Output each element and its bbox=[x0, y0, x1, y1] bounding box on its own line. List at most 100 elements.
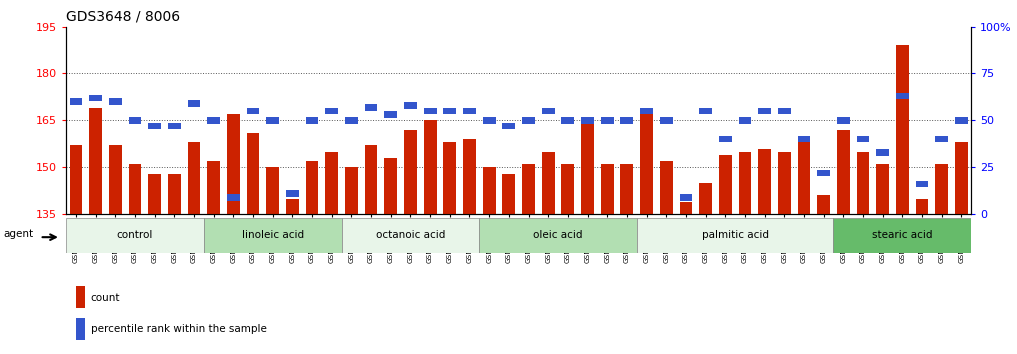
Bar bbox=[89, 108, 102, 214]
Bar bbox=[640, 108, 653, 114]
Bar bbox=[207, 161, 220, 214]
Bar bbox=[306, 117, 318, 124]
Bar bbox=[955, 142, 968, 214]
Bar bbox=[365, 104, 377, 110]
Bar bbox=[837, 117, 850, 124]
Bar bbox=[660, 117, 672, 124]
Bar bbox=[266, 167, 279, 214]
Bar bbox=[955, 117, 968, 124]
Bar bbox=[76, 318, 85, 340]
Bar bbox=[325, 152, 338, 214]
Bar bbox=[187, 100, 200, 107]
Text: stearic acid: stearic acid bbox=[873, 230, 933, 240]
Bar bbox=[640, 108, 653, 214]
Bar bbox=[896, 93, 909, 99]
Bar bbox=[168, 173, 181, 214]
Bar bbox=[128, 164, 141, 214]
Bar bbox=[561, 164, 575, 214]
Bar bbox=[679, 194, 693, 201]
Bar bbox=[424, 120, 436, 214]
Text: control: control bbox=[117, 230, 154, 240]
Bar bbox=[738, 152, 752, 214]
Bar bbox=[342, 218, 479, 253]
Bar bbox=[856, 136, 870, 142]
Bar bbox=[266, 117, 279, 124]
Bar bbox=[247, 133, 259, 214]
Bar bbox=[660, 161, 672, 214]
Bar bbox=[384, 112, 398, 118]
Text: palmitic acid: palmitic acid bbox=[702, 230, 769, 240]
Bar bbox=[109, 145, 122, 214]
Bar bbox=[286, 190, 299, 197]
Bar bbox=[463, 108, 476, 114]
Bar bbox=[109, 98, 122, 105]
Bar bbox=[759, 108, 771, 114]
Bar bbox=[207, 117, 220, 124]
Bar bbox=[561, 117, 575, 124]
Bar bbox=[463, 139, 476, 214]
Bar bbox=[679, 202, 693, 214]
Bar bbox=[837, 130, 850, 214]
Bar bbox=[856, 152, 870, 214]
Bar bbox=[542, 108, 554, 114]
Bar bbox=[89, 95, 102, 101]
Text: percentile rank within the sample: percentile rank within the sample bbox=[91, 324, 266, 335]
Bar bbox=[601, 164, 613, 214]
Bar bbox=[915, 199, 929, 214]
Bar bbox=[877, 164, 889, 214]
Bar bbox=[483, 167, 495, 214]
Bar bbox=[936, 136, 948, 142]
Text: octanoic acid: octanoic acid bbox=[375, 230, 445, 240]
Bar bbox=[443, 108, 457, 114]
Bar bbox=[896, 45, 909, 214]
Bar bbox=[76, 286, 85, 308]
Bar bbox=[502, 173, 516, 214]
Bar bbox=[247, 108, 259, 114]
Bar bbox=[797, 142, 811, 214]
Bar bbox=[620, 117, 634, 124]
Bar bbox=[581, 120, 594, 214]
Bar bbox=[502, 123, 516, 129]
Text: oleic acid: oleic acid bbox=[533, 230, 583, 240]
Bar bbox=[443, 142, 457, 214]
Bar bbox=[325, 108, 338, 114]
Bar bbox=[637, 218, 834, 253]
Bar bbox=[778, 108, 790, 114]
Bar bbox=[522, 117, 535, 124]
Bar bbox=[286, 199, 299, 214]
Bar bbox=[601, 117, 613, 124]
Bar bbox=[915, 181, 929, 187]
Bar bbox=[365, 145, 377, 214]
Bar bbox=[168, 123, 181, 129]
Bar bbox=[404, 102, 417, 109]
Bar bbox=[66, 218, 203, 253]
Bar bbox=[700, 183, 712, 214]
Bar bbox=[148, 123, 161, 129]
Bar bbox=[522, 164, 535, 214]
Bar bbox=[203, 218, 342, 253]
Bar bbox=[719, 155, 731, 214]
Bar bbox=[778, 152, 790, 214]
Bar bbox=[738, 117, 752, 124]
Bar bbox=[345, 117, 358, 124]
Bar bbox=[818, 195, 830, 214]
Bar bbox=[128, 117, 141, 124]
Bar bbox=[581, 117, 594, 124]
Bar bbox=[700, 108, 712, 114]
Bar bbox=[424, 108, 436, 114]
Text: linoleic acid: linoleic acid bbox=[242, 230, 304, 240]
Bar bbox=[936, 164, 948, 214]
Bar bbox=[797, 136, 811, 142]
Bar bbox=[227, 114, 240, 214]
Bar bbox=[759, 148, 771, 214]
Bar bbox=[877, 149, 889, 155]
Bar bbox=[345, 167, 358, 214]
Bar bbox=[187, 142, 200, 214]
Bar bbox=[834, 218, 971, 253]
Bar bbox=[227, 194, 240, 201]
Bar bbox=[306, 161, 318, 214]
Bar bbox=[542, 152, 554, 214]
Text: agent: agent bbox=[3, 229, 34, 239]
Bar bbox=[404, 130, 417, 214]
Text: count: count bbox=[91, 292, 120, 303]
